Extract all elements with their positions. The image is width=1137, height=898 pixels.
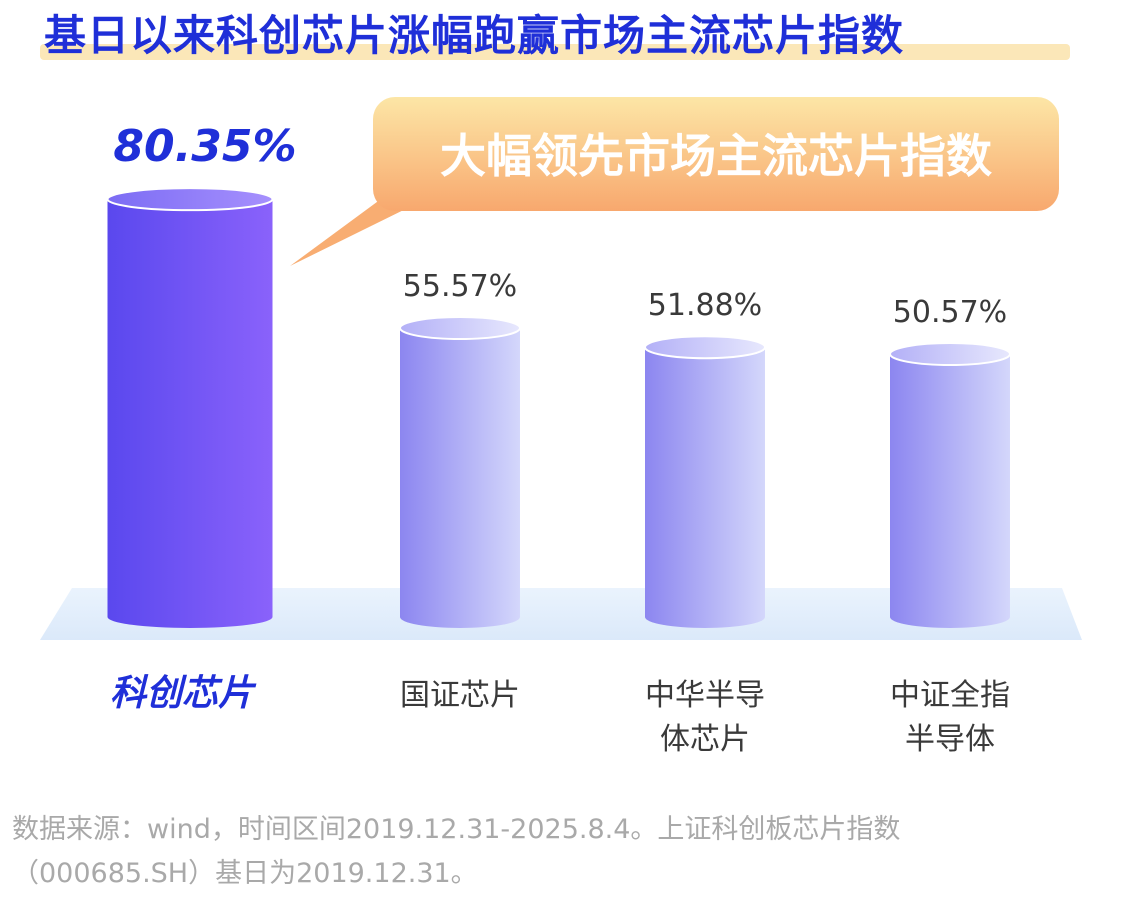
category-label-3-line-2: 体芯片 [660,722,750,757]
callout-box [373,97,1059,211]
bar-3-top [644,335,766,360]
data-source-note: 数据来源：wind，时间区间2019.12.31-2025.8.4。上证科创板芯… [12,808,1132,896]
title-underline-highlight [40,44,1070,60]
bar-2-top [399,316,521,341]
bar-2-body [400,328,520,628]
chart-title: 基日以来科创芯片涨幅跑赢市场主流芯片指数 [44,11,905,60]
bar-4-top [889,342,1011,367]
callout-text: 大幅领先市场主流芯片指数 [440,129,992,183]
bar-1-value-label: 80.35% [113,121,296,172]
callout-pointer [290,196,432,266]
source-line-2: （000685.SH）基日为2019.12.31。 [12,858,478,889]
bar-2-value-label: 55.57% [403,269,517,304]
source-line-1: 数据来源：wind，时间区间2019.12.31-2025.8.4。上证科创板芯… [12,814,901,845]
category-label-3-line-1: 中华半导 [645,678,765,713]
bar-4-value-label: 50.57% [893,295,1007,330]
category-label-1: 科创芯片 [110,673,257,714]
category-label-2: 国证芯片 [400,678,520,713]
category-label-4-line-2: 半导体 [905,722,995,757]
category-label-4-line-1: 中证全指 [890,678,1010,713]
bar-1-body [107,199,273,628]
callout-bubble: 大幅领先市场主流芯片指数 [290,97,1059,266]
bar-3-value-label: 51.88% [648,288,762,323]
bar-4-body [890,354,1010,628]
bar-chart: 大幅领先市场主流芯片指数 80.35% 科创芯片 55.57% 国证芯片 51.88% 中… [40,97,1082,757]
title-area: 基日以来科创芯片涨幅跑赢市场主流芯片指数 [40,0,1070,64]
bar-3-body [645,347,765,628]
chart-floor [40,588,1082,640]
bar-1-top [106,187,274,212]
